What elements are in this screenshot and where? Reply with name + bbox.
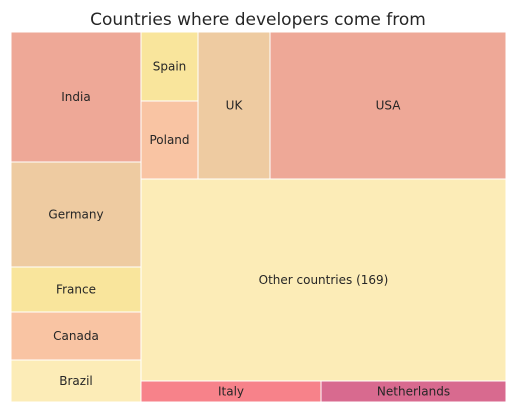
tile-brazil <box>10 359 142 403</box>
tile-other-countries-169 <box>140 178 507 382</box>
tile-label-france: France <box>56 283 96 297</box>
tile-label-usa: USA <box>376 99 402 113</box>
tile-spain <box>140 31 199 102</box>
tile-germany <box>10 161 142 268</box>
chart-title: Countries where developers come from <box>90 10 426 30</box>
tile-label-other-countries-169: Other countries (169) <box>259 273 389 287</box>
tile-label-brazil: Brazil <box>59 374 93 388</box>
tile-label-uk: UK <box>226 99 244 113</box>
tile-label-poland: Poland <box>149 133 189 147</box>
tile-label-netherlands: Netherlands <box>377 385 450 399</box>
treemap-tiles: India Germany France Canada Brazil Spain Polan… <box>10 31 507 403</box>
tile-france <box>10 266 142 313</box>
tile-label-spain: Spain <box>153 60 187 74</box>
tile-canada <box>10 311 142 361</box>
tile-label-canada: Canada <box>53 329 99 343</box>
tile-label-india: India <box>61 90 90 104</box>
tile-label-germany: Germany <box>48 208 103 222</box>
tile-netherlands <box>320 380 507 403</box>
tile-uk <box>197 31 271 180</box>
tile-india <box>10 31 142 163</box>
tile-label-italy: Italy <box>218 385 244 399</box>
